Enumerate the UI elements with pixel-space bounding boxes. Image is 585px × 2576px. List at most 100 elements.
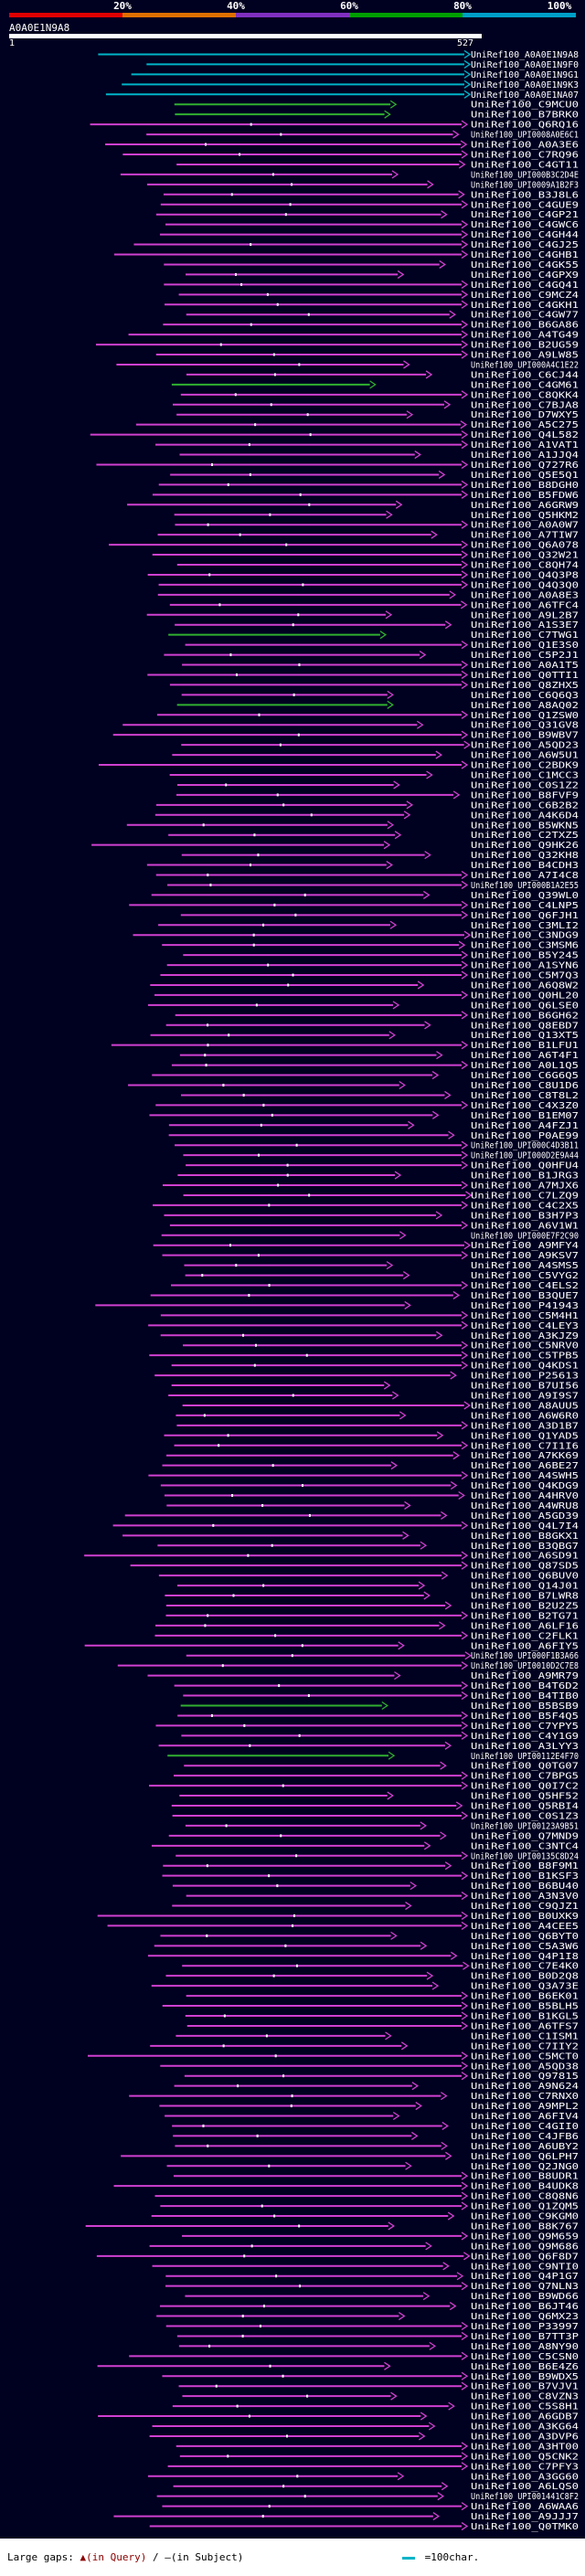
hit-label[interactable]: UniRef100_C7YPY5 <box>471 1722 579 1732</box>
hit-label[interactable]: UniRef100_A6UBY2 <box>471 2142 579 2152</box>
hit-label[interactable]: UniRef100_C7BJA8 <box>471 400 579 410</box>
hit-label[interactable]: UniRef100_UPI0009A1B2F3 <box>471 180 579 190</box>
hit-label[interactable]: UniRef100_B7BRK0 <box>471 111 579 121</box>
hit-label[interactable]: UniRef100_C4GH44 <box>471 230 579 240</box>
hit-label[interactable]: UniRef100_A4WRU8 <box>471 1501 579 1511</box>
hit-label[interactable]: UniRef100_B4T6D2 <box>471 1681 579 1691</box>
hit-label[interactable]: UniRef100_Q7NLN3 <box>471 2282 579 2292</box>
hit-label[interactable]: UniRef100_A3KJZ9 <box>471 1331 579 1341</box>
hit-label[interactable]: UniRef100_A9MR79 <box>471 1671 579 1681</box>
hit-label[interactable]: UniRef100_B3QBG7 <box>471 1542 579 1552</box>
hit-label[interactable]: UniRef100_A5QD38 <box>471 2062 579 2072</box>
hit-label[interactable]: UniRef100_UPI00123A9B51 <box>471 1821 579 1831</box>
hit-label[interactable]: UniRef100_C7RQ96 <box>471 150 579 160</box>
hit-label[interactable]: UniRef100_A0A1T5 <box>471 661 579 671</box>
hit-label[interactable]: UniRef100_C7I1I6 <box>471 1441 579 1451</box>
hit-label[interactable]: UniRef100_Q4Q3Q0 <box>471 580 579 590</box>
hit-label[interactable]: UniRef100_A6SD91 <box>471 1552 579 1562</box>
hit-label[interactable]: UniRef100_B5BSB9 <box>471 1701 579 1712</box>
hit-label[interactable]: UniRef100_Q31GV8 <box>471 721 579 731</box>
hit-label[interactable]: UniRef100_Q8ZHX5 <box>471 681 579 691</box>
hit-label[interactable]: UniRef100_UPI000B1A2E55 <box>471 881 579 891</box>
hit-label[interactable]: UniRef100_B3QUE7 <box>471 1291 579 1301</box>
hit-label[interactable]: UniRef100_A1S3E7 <box>471 620 579 631</box>
hit-label[interactable]: UniRef100_A6T4F1 <box>471 1051 579 1061</box>
hit-label[interactable]: UniRef100_C2FLK1 <box>471 1631 579 1641</box>
hit-label[interactable]: UniRef100_A1VAT1 <box>471 440 579 451</box>
hit-label[interactable]: UniRef100_A6TFS7 <box>471 2021 579 2031</box>
hit-label[interactable]: UniRef100_C5NRV0 <box>471 1341 579 1352</box>
hit-label[interactable]: UniRef100_C4GPX9 <box>471 270 579 281</box>
hit-label[interactable]: UniRef100_C4GWC6 <box>471 220 579 230</box>
hit-label[interactable]: UniRef100_A6Q8W2 <box>471 981 579 991</box>
hit-label[interactable]: UniRef100_Q6LSE0 <box>471 1001 579 1011</box>
hit-label[interactable]: UniRef100_B8DGH0 <box>471 481 579 491</box>
hit-label[interactable]: UniRef100_Q0TG07 <box>471 1762 579 1772</box>
hit-label[interactable]: UniRef100_B1KGL5 <box>471 2011 579 2021</box>
hit-label[interactable]: UniRef100_B1EM07 <box>471 1111 579 1121</box>
hit-label[interactable]: UniRef100_A4FZJ1 <box>471 1121 579 1131</box>
hit-label[interactable]: UniRef100_A6GRW9 <box>471 501 579 511</box>
hit-label[interactable]: UniRef100_C9MCU0 <box>471 101 579 111</box>
hit-label[interactable]: UniRef100_Q0TMK0 <box>471 2522 579 2532</box>
hit-label[interactable]: UniRef100_C1MCC3 <box>471 770 579 780</box>
hit-label[interactable]: UniRef100_A7KK69 <box>471 1451 579 1461</box>
hit-label[interactable]: UniRef100_Q4P1I8 <box>471 1952 579 1962</box>
hit-label[interactable]: UniRef100_B4CDH3 <box>471 861 579 871</box>
hit-label[interactable]: UniRef100_B5F4Q5 <box>471 1712 579 1722</box>
hit-label[interactable]: UniRef100_C3NDG9 <box>471 931 579 941</box>
hit-label[interactable]: UniRef100_B9WDX5 <box>471 2372 579 2382</box>
hit-label[interactable]: UniRef100_A0A3E6 <box>471 141 579 151</box>
hit-label[interactable]: UniRef100_Q6RQ16 <box>471 121 579 131</box>
hit-label[interactable]: UniRef100_C7IIY2 <box>471 2041 579 2051</box>
hit-label[interactable]: UniRef100_A6V1W1 <box>471 1221 579 1231</box>
hit-label[interactable]: UniRef100_A6FIV4 <box>471 2112 579 2122</box>
hit-label[interactable]: UniRef100_B3H7P3 <box>471 1211 579 1221</box>
hit-label[interactable]: UniRef100_B2UG59 <box>471 341 579 351</box>
hit-label[interactable]: UniRef100_P25613 <box>471 1372 579 1382</box>
hit-label[interactable]: UniRef100_C9KGM0 <box>471 2212 579 2222</box>
hit-label[interactable]: UniRef100_A3N3V0 <box>471 1892 579 1902</box>
hit-label[interactable]: UniRef100_A0A0W7 <box>471 521 579 531</box>
hit-label[interactable]: UniRef100_B8UDR1 <box>471 2172 579 2182</box>
hit-label[interactable]: UniRef100_Q1ZSW0 <box>471 711 579 721</box>
hit-label[interactable]: UniRef100_C4GKH1 <box>471 301 579 311</box>
hit-label[interactable]: UniRef100_P33997 <box>471 2322 579 2332</box>
hit-label[interactable]: UniRef100_Q13XT5 <box>471 1031 579 1041</box>
hit-label[interactable]: UniRef100_UPI000A4C1E22 <box>471 360 579 370</box>
hit-label[interactable]: UniRef100_B1KSF3 <box>471 1871 579 1882</box>
hit-label[interactable]: UniRef100_Q6FJH1 <box>471 911 579 921</box>
hit-label[interactable]: UniRef100_A9JJJ7 <box>471 2512 579 2522</box>
hit-label[interactable]: UniRef100_A3GG60 <box>471 2472 579 2482</box>
hit-label[interactable]: UniRef100_A7TIW7 <box>471 531 579 541</box>
hit-label[interactable]: UniRef100_A9MFY4 <box>471 1241 579 1251</box>
hit-label[interactable]: UniRef100_Q6BUV0 <box>471 1572 579 1582</box>
hit-label[interactable]: UniRef100_C0S1Z3 <box>471 1811 579 1821</box>
hit-label[interactable]: UniRef100_C4GW77 <box>471 311 579 321</box>
hit-label[interactable]: UniRef100_Q9M686 <box>471 2242 579 2252</box>
hit-label[interactable]: UniRef100_A8NY90 <box>471 2342 579 2352</box>
hit-label[interactable]: UniRef100_A6GDB7 <box>471 2412 579 2422</box>
hit-label[interactable]: UniRef100_Q3A73E <box>471 1982 579 1992</box>
hit-label[interactable]: UniRef100_C7LZQ9 <box>471 1191 579 1201</box>
hit-label[interactable]: UniRef100_C5CSN0 <box>471 2352 579 2362</box>
hit-label[interactable]: UniRef100_UPI000D2E9A44 <box>471 1151 579 1161</box>
hit-label[interactable]: UniRef100_A7I4C8 <box>471 871 579 881</box>
hit-label[interactable]: UniRef100_Q5CNK2 <box>471 2452 579 2462</box>
hit-label[interactable]: UniRef100_B8K767 <box>471 2221 579 2231</box>
hit-label[interactable]: UniRef100_UPI000F1B3A66 <box>471 1651 579 1661</box>
hit-label[interactable]: UniRef100_C7TWG1 <box>471 631 579 641</box>
hit-label[interactable]: UniRef100_B2U2Z5 <box>471 1601 579 1611</box>
hit-label[interactable]: UniRef100_A4HRV0 <box>471 1491 579 1501</box>
hit-label[interactable]: UniRef100_C8T8L2 <box>471 1091 579 1101</box>
hit-label[interactable]: UniRef100_B1JRG3 <box>471 1171 579 1182</box>
hit-label[interactable]: UniRef100_A3KG64 <box>471 2422 579 2433</box>
hit-label[interactable]: UniRef100_UPI0010D2C7E8 <box>471 1661 579 1671</box>
hit-label[interactable]: UniRef100_C8QKK4 <box>471 390 579 400</box>
hit-label[interactable]: UniRef100_C4GK55 <box>471 260 579 270</box>
hit-label[interactable]: UniRef100_Q4L7I4 <box>471 1521 579 1532</box>
hit-label[interactable]: UniRef100_C9QJZ1 <box>471 1902 579 1912</box>
hit-label[interactable]: UniRef100_B5FDW6 <box>471 491 579 501</box>
hit-label[interactable]: UniRef100_C2TXZ5 <box>471 831 579 841</box>
hit-label[interactable]: UniRef100_C4GJ25 <box>471 240 579 250</box>
